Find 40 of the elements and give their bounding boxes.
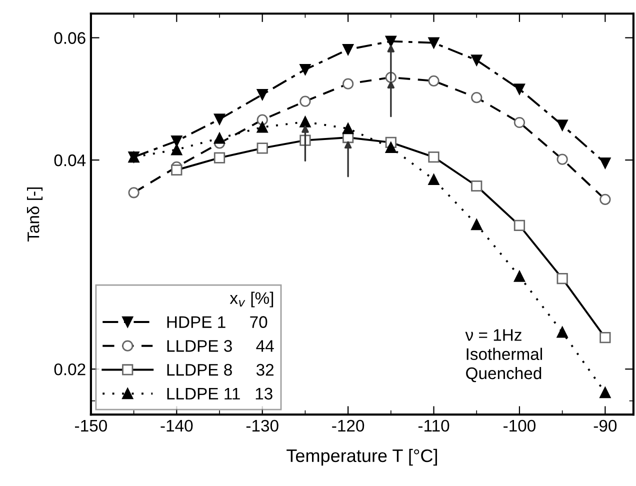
point <box>256 122 268 133</box>
legend-label: LLDPE 3 44 <box>167 340 274 352</box>
point <box>171 144 182 156</box>
point <box>471 218 482 230</box>
point <box>385 142 396 154</box>
x-tick-label: -140 <box>160 420 193 432</box>
point <box>514 270 526 282</box>
point <box>514 84 526 95</box>
point <box>600 387 611 398</box>
x-tick-label: -110 <box>418 420 450 432</box>
x-tick-label: -100 <box>504 420 536 432</box>
point <box>256 88 268 100</box>
point <box>471 54 482 66</box>
legend-label: LLDPE 11 13 <box>167 388 272 400</box>
point <box>342 123 354 134</box>
annotation: ν = 1Hz Isothermal Quenched <box>465 329 542 382</box>
x-tick-label: -150 <box>75 420 107 432</box>
point <box>171 135 182 147</box>
point <box>342 44 354 56</box>
y-axis-title: Tanδ [-] <box>27 187 43 242</box>
x-tick-label: -120 <box>332 420 364 432</box>
y-tick-label: 0.04 <box>54 154 86 166</box>
x-tick-label: -130 <box>246 420 278 432</box>
point <box>556 120 568 131</box>
point <box>300 64 311 76</box>
point <box>214 114 226 125</box>
y-tick-label: 0.06 <box>54 32 86 44</box>
point <box>428 37 440 48</box>
y-tick-label: 0.02 <box>54 363 86 376</box>
point <box>428 174 440 186</box>
point <box>385 36 396 47</box>
legend-title: x$_{v}$ [%] <box>230 292 274 308</box>
legend-label: LLDPE 8 32 <box>167 364 274 376</box>
point <box>214 132 226 144</box>
point <box>300 116 311 128</box>
x-axis-title: Temperature T [°C] <box>286 448 437 466</box>
legend-label: HDPE 1 70 <box>167 316 268 328</box>
x-tick-label: -90 <box>594 420 617 432</box>
point <box>556 326 568 338</box>
point <box>600 158 611 169</box>
